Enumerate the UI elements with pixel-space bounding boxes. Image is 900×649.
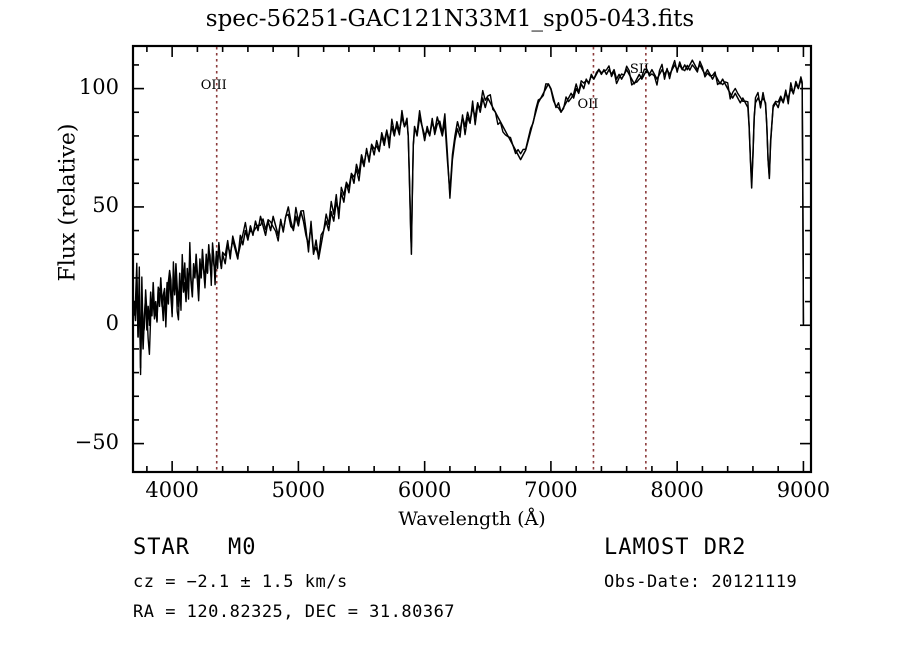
x-tick-label: 7000 xyxy=(524,478,578,502)
x-axis-title: Wavelength (Å) xyxy=(398,508,546,530)
footer-coordinates: RA = 120.82325, DEC = 31.80367 xyxy=(133,602,456,622)
y-tick-label: 50 xyxy=(92,192,119,217)
footer-survey: LAMOST DR2 xyxy=(604,535,747,560)
x-tick-label: 9000 xyxy=(776,478,831,502)
line-label-oii: OII xyxy=(577,97,599,112)
line-label-oiii: OIII xyxy=(200,78,227,93)
y-tick-label: −50 xyxy=(74,429,119,454)
x-tick-label: 5000 xyxy=(271,478,326,502)
footer-obs-date: Obs-Date: 20121119 xyxy=(604,572,798,592)
x-tick-label: 6000 xyxy=(397,478,452,502)
y-tick-label: 0 xyxy=(105,311,119,336)
page-title: spec-56251-GAC121N33M1_sp05-043.fits xyxy=(205,6,695,32)
line-label-sii: SII xyxy=(629,62,650,77)
footer-spectral-class: M0 xyxy=(228,535,257,560)
footer-cz: cz = −2.1 ± 1.5 km/s xyxy=(133,572,348,592)
x-tick-label: 8000 xyxy=(650,478,704,502)
x-tick-label: 4000 xyxy=(145,478,199,502)
footer-object-type: STAR xyxy=(133,535,190,560)
y-tick-label: 100 xyxy=(78,74,119,99)
